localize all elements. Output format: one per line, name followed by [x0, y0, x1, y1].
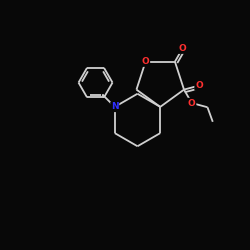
Text: N: N [111, 102, 118, 112]
Text: O: O [188, 98, 196, 108]
Text: O: O [195, 81, 203, 90]
Text: O: O [142, 57, 150, 66]
Text: O: O [178, 44, 186, 53]
